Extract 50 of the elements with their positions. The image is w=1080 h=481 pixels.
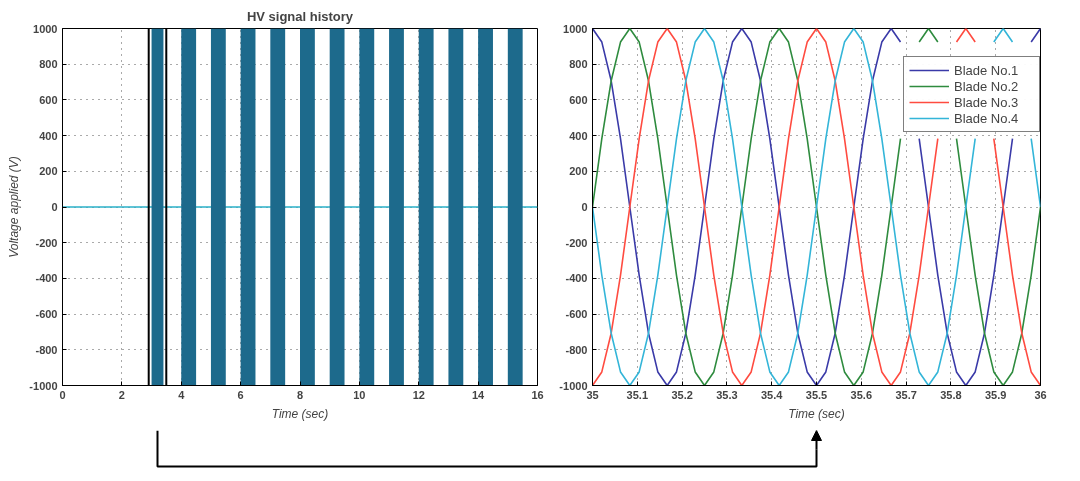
y-tick-label: 0 [581,201,588,213]
x-tick-label: 6 [237,388,244,401]
x-tick-label: 35.5 [805,388,828,401]
x-tick-label: 12 [412,388,425,401]
x-tick-label: 4 [178,388,186,401]
y-tick-label: -1000 [29,379,58,392]
x-tick-label: 35.1 [626,388,649,401]
y-tick-label: -600 [565,308,588,321]
x-tick-label: 36 [1034,388,1047,401]
x-axis-title: Time (sec) [788,406,845,421]
y-tick-label: 400 [569,129,588,142]
y-tick-label: 800 [39,58,58,71]
x-tick-label: 35.7 [895,388,917,401]
y-tick-label: -800 [565,343,588,356]
x-tick-label: 0 [59,388,66,401]
x-tick-label: 8 [296,388,304,401]
x-tick-label: 35.9 [985,388,1007,401]
y-tick-label: -200 [565,236,588,249]
y-tick-label: 0 [51,201,58,213]
x-axis-title: Time (sec) [271,406,329,421]
y-tick-label: 400 [39,129,58,142]
x-tick-label: 35 [586,388,599,401]
y-tick-label: -1000 [559,379,588,392]
legend-label: Blade No.4 [954,110,1020,126]
x-tick-label: 35.8 [940,388,962,401]
y-tick-label: -200 [35,236,58,249]
y-tick-label: -400 [565,272,588,285]
x-tick-label: 2 [118,388,125,401]
x-tick-label: 14 [472,388,486,401]
y-tick-label: 800 [569,58,588,71]
x-tick-label: 35.6 [850,388,873,401]
y-tick-label: -800 [35,343,58,356]
y-tick-label: 1000 [563,22,588,35]
chart-title: HV signal history [246,8,354,24]
y-tick-label: -600 [35,308,58,321]
y-axis-title: Voltage applied (V) [7,156,22,258]
legend-label: Blade No.2 [954,78,1020,94]
x-tick-label: 10 [353,388,366,401]
x-tick-label: 35.3 [716,388,738,401]
y-tick-label: 1000 [33,22,58,35]
y-tick-label: 200 [39,165,58,178]
legend-label: Blade No.1 [954,62,1020,78]
x-tick-label: 35.4 [761,388,784,401]
y-tick-label: 200 [569,165,588,178]
legend-label: Blade No.3 [954,94,1020,110]
y-tick-label: 600 [39,93,58,106]
y-tick-label: 600 [569,93,588,106]
x-tick-label: 16 [531,388,544,401]
y-tick-label: -400 [35,272,58,285]
x-tick-label: 35.2 [671,388,693,401]
